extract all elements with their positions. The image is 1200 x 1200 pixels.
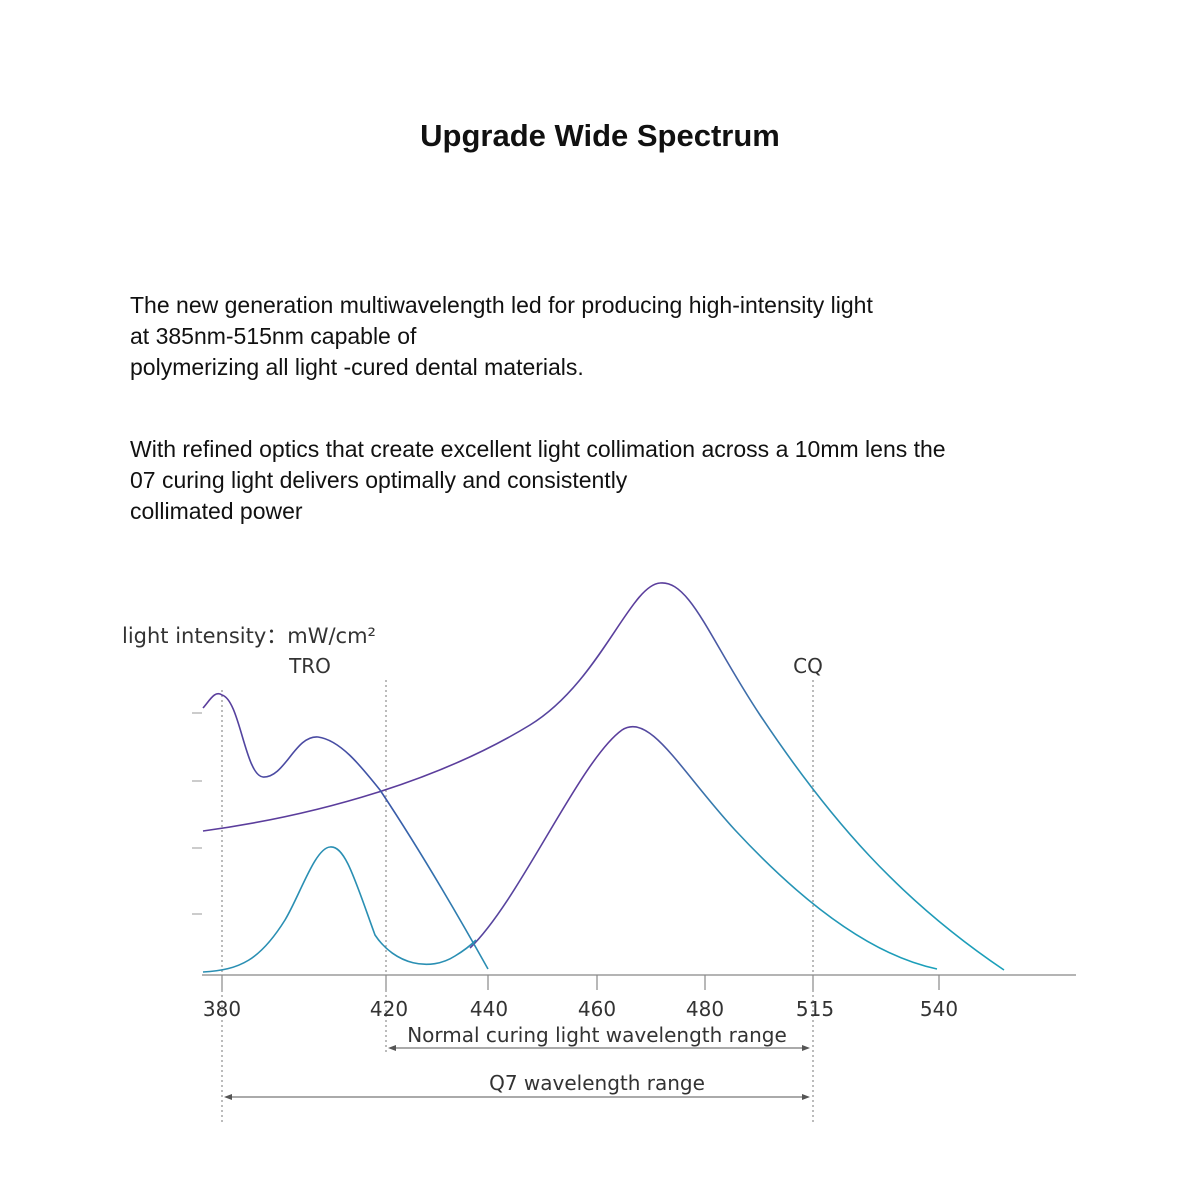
cq-label: CQ: [793, 654, 823, 678]
cq-absorption-curve: [469, 725, 938, 970]
x-tick-label: 420: [370, 997, 408, 1021]
x-tick-label: 460: [578, 997, 616, 1021]
paragraph-line: With refined optics that create excellen…: [130, 436, 946, 462]
normal-range-label: Normal curing light wavelength range: [407, 1023, 787, 1047]
x-tick-label: 380: [203, 997, 241, 1021]
x-tick-label: 480: [686, 997, 724, 1021]
paragraph-line: The new generation multiwavelength led f…: [130, 292, 873, 318]
description-paragraph-2: With refined optics that create excellen…: [130, 434, 946, 527]
q7-range-arrow: Q7 wavelength range: [224, 1071, 810, 1100]
x-tick-label: 515: [796, 997, 834, 1021]
tro-label: TRO: [288, 654, 331, 678]
x-tick-label: 540: [920, 997, 958, 1021]
normal-range-arrow: Normal curing light wavelength range: [388, 1023, 810, 1051]
x-tick-marks: [221, 975, 940, 990]
page-title: Upgrade Wide Spectrum: [420, 118, 780, 153]
description-paragraph-1: The new generation multiwavelength led f…: [130, 290, 873, 383]
paragraph-line: at 385nm-515nm capable of: [130, 323, 417, 349]
paragraph-line: 07 curing light delivers optimally and c…: [130, 467, 628, 493]
paragraph-line: collimated power: [130, 498, 303, 524]
wide-spectrum-curve: [202, 582, 1005, 971]
y-axis-label: light intensity：mW/cm²: [122, 624, 376, 648]
y-axis-minor-ticks: [192, 712, 202, 915]
tro-absorption-curve: [202, 692, 489, 970]
q7-range-label: Q7 wavelength range: [489, 1071, 705, 1095]
x-tick-label: 440: [470, 997, 508, 1021]
led-emission-curve: [202, 846, 477, 973]
paragraph-line: polymerizing all light -cured dental mat…: [130, 354, 584, 380]
